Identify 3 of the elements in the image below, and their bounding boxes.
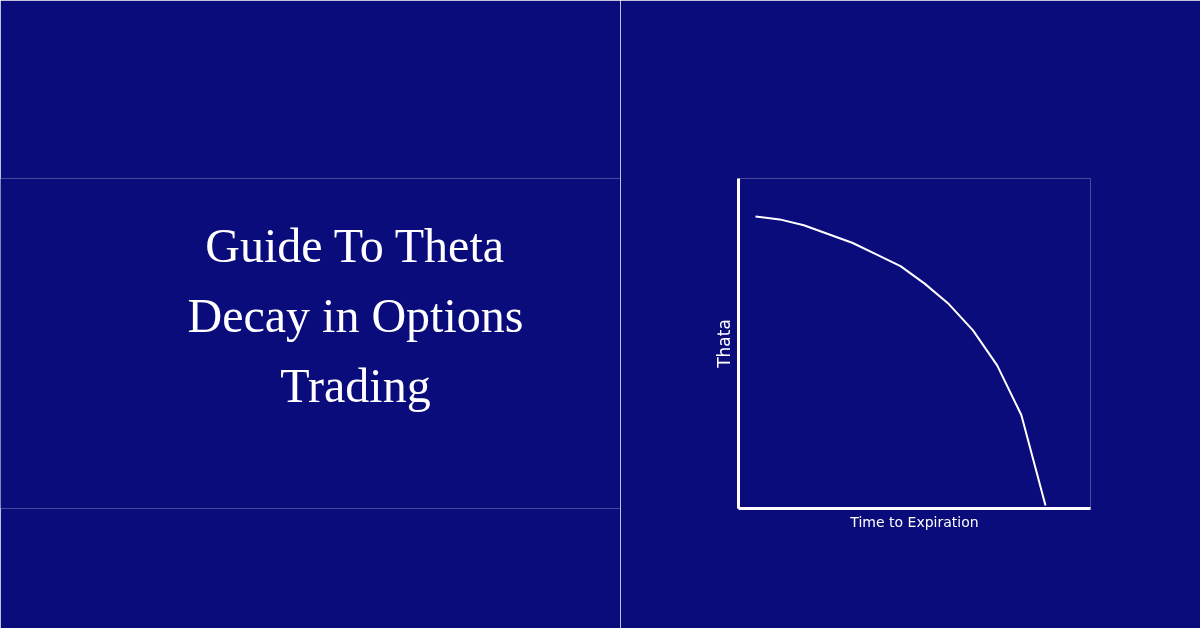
x-axis-title: Time to Expiration	[849, 513, 979, 530]
text: Guide To Theta Decay in Options Trading	[187, 219, 524, 412]
y-axis-title: Thata	[713, 319, 734, 369]
